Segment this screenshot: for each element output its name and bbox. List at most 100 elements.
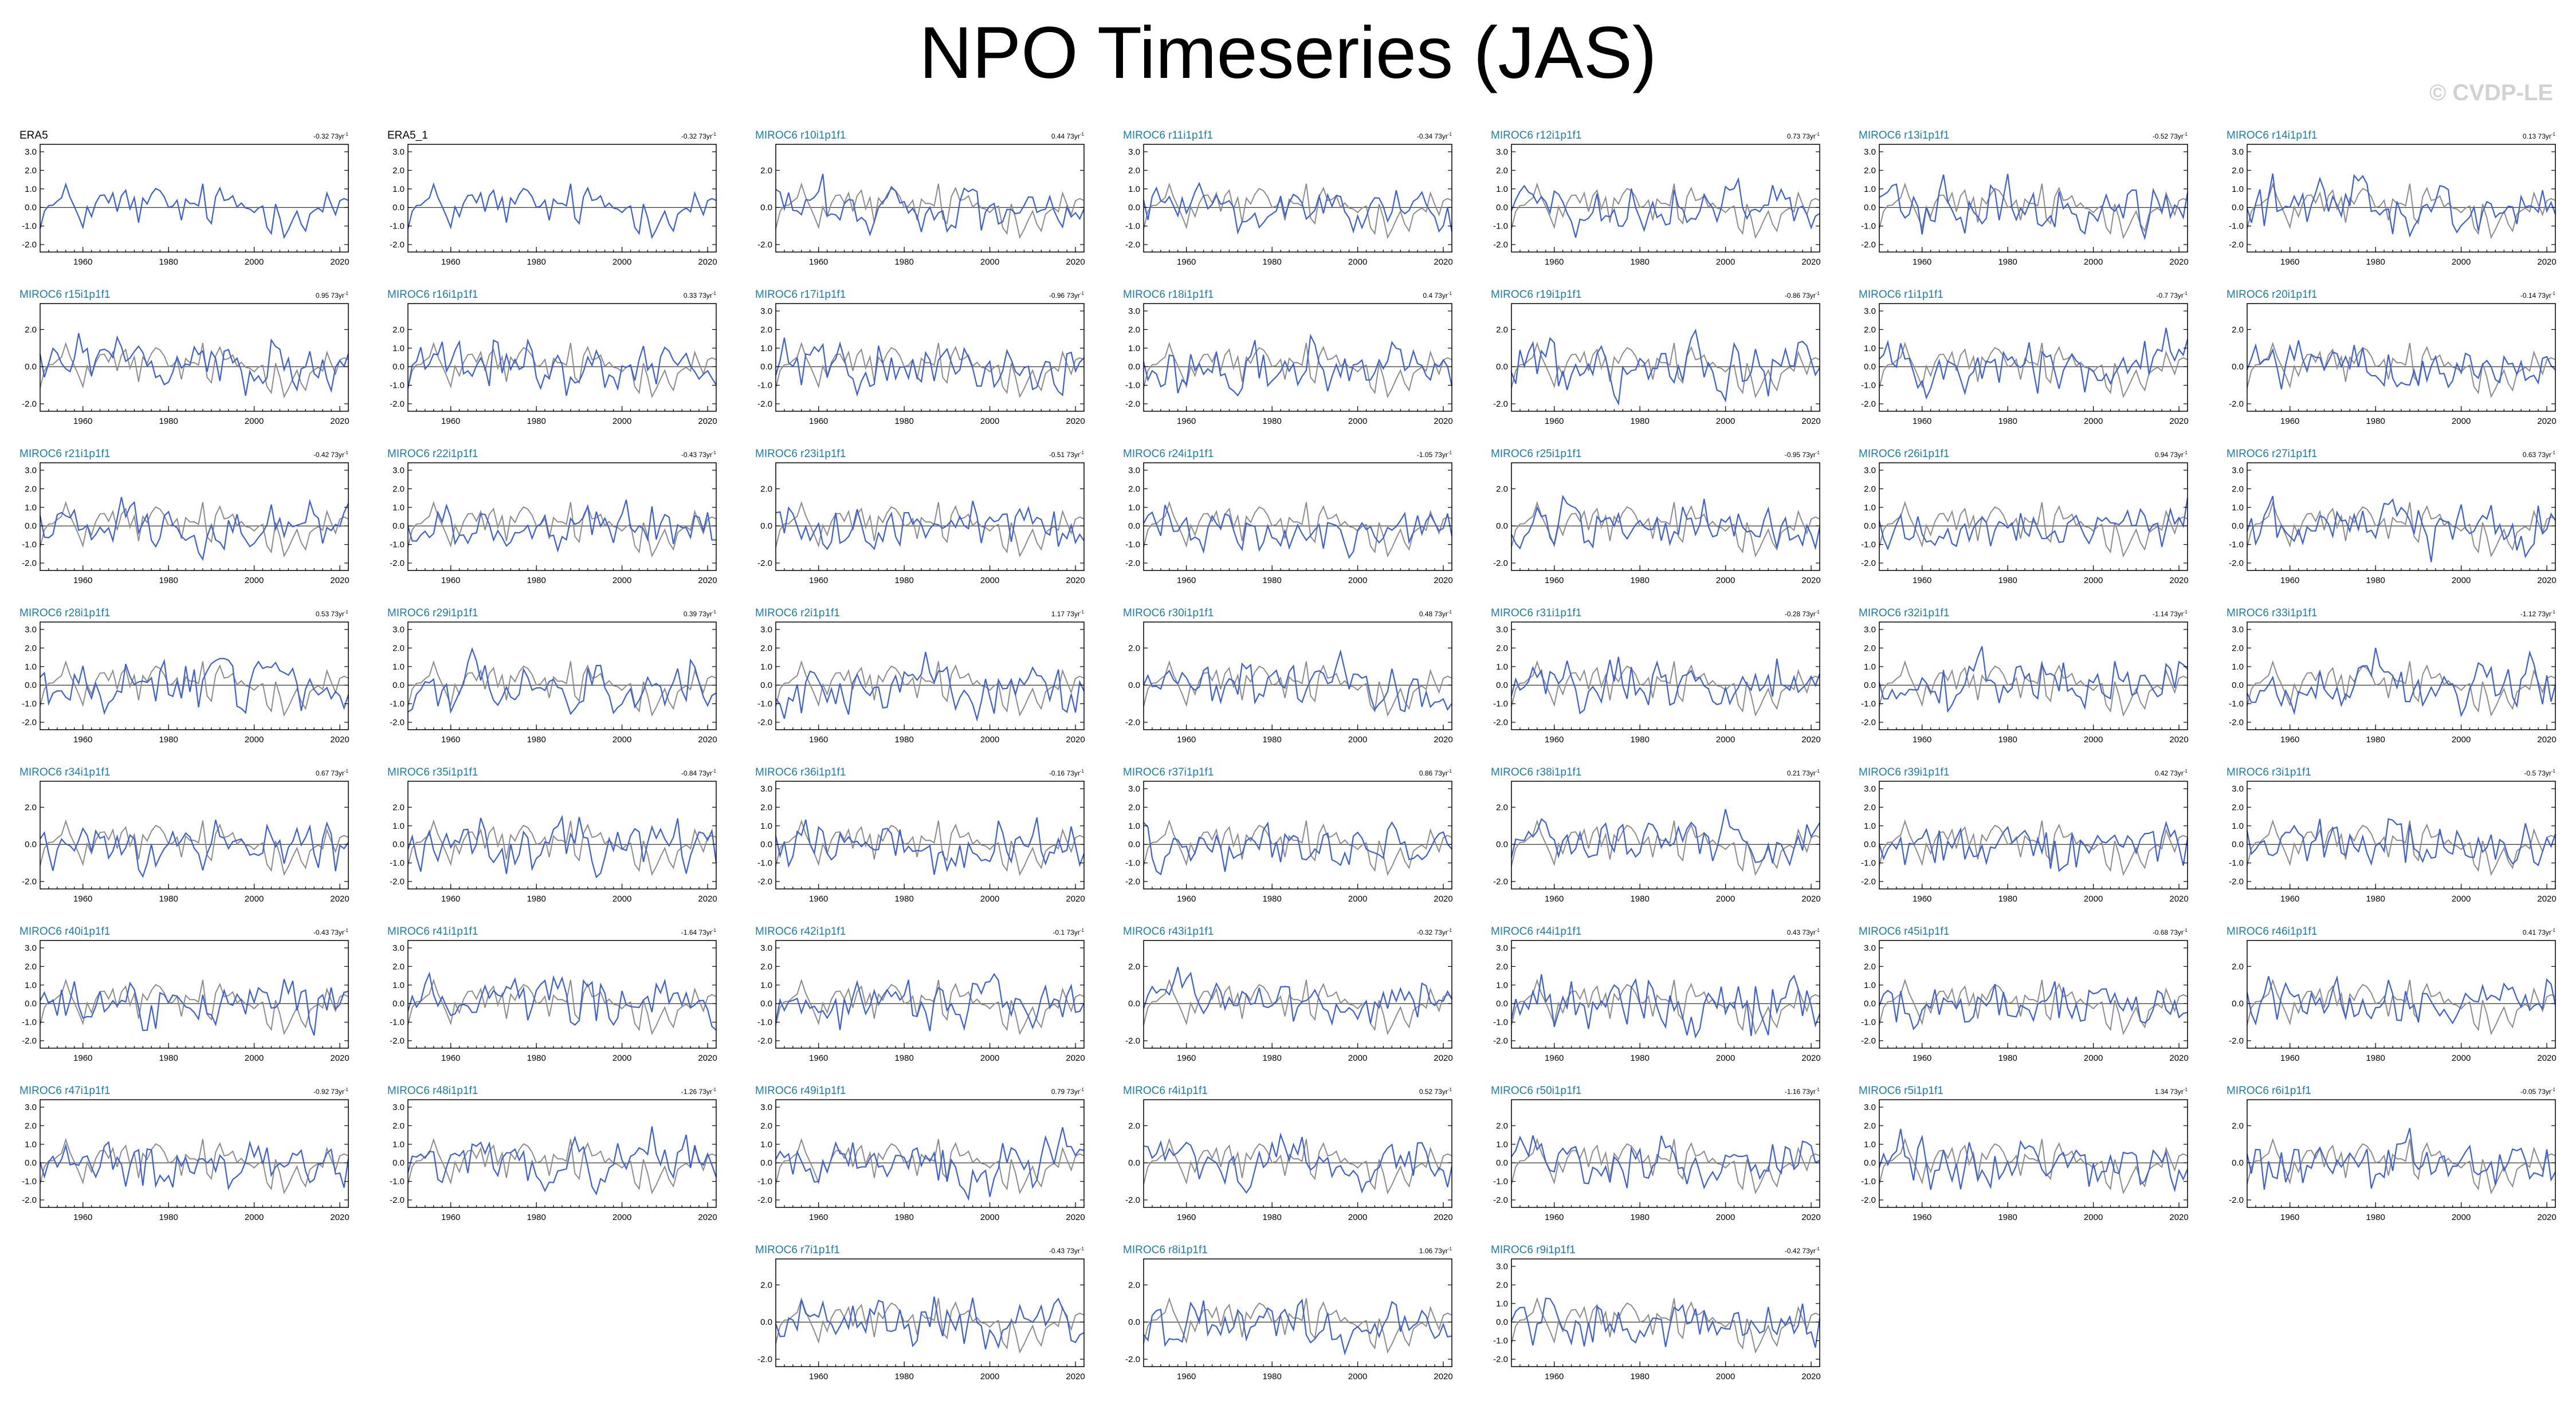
observed-series-line (1511, 501, 1820, 558)
member-series-line (1142, 333, 1453, 397)
y-tick-label: 2.0 (760, 962, 772, 971)
y-tick-label: 3.0 (392, 466, 405, 475)
y-tick-label: 0.0 (2232, 521, 2244, 531)
member-series-line (775, 174, 1085, 237)
plot-frame (1511, 462, 1820, 571)
panel-title: MIROC6 r40i1p1f1 (19, 926, 110, 938)
x-tick-label: 1980 (2366, 416, 2385, 426)
x-tick-label: 1960 (809, 894, 828, 904)
x-tick-label: 2000 (1348, 416, 1367, 426)
x-tick-label: 2000 (612, 1053, 631, 1063)
watermark: © CVDP-LE (2429, 80, 2553, 105)
y-tick-label: 0.0 (1864, 1158, 1876, 1168)
x-tick-label: 2020 (698, 1213, 717, 1222)
x-tick-label: 1980 (527, 416, 545, 426)
y-tick-label: -1.0 (2229, 540, 2244, 550)
y-tick-label: 1.0 (1128, 821, 1140, 831)
x-tick-label: 1960 (441, 894, 460, 904)
y-tick-label: 3.0 (2232, 625, 2244, 635)
x-tick-label: 1960 (2280, 894, 2299, 904)
x-tick-label: 1980 (2366, 894, 2385, 904)
y-tick-label: -2.0 (390, 240, 405, 250)
x-tick-label: 1960 (1177, 735, 1196, 745)
y-tick-label: -2.0 (2229, 1195, 2244, 1205)
x-tick-label: 2000 (1348, 735, 1367, 745)
x-tick-label: 2020 (2537, 576, 2556, 585)
x-tick-label: 1960 (1545, 1053, 1564, 1063)
timeseries-panel: MIROC6 r28i1p1f1 0.53 73yr-1 3.0 2.0 1.0 0.0 -… (19, 607, 350, 745)
x-tick-label: 2000 (245, 735, 264, 745)
y-tick-label: 1.0 (25, 981, 37, 990)
y-tick-label: 0.0 (1128, 1317, 1140, 1327)
y-tick-label: -2.0 (2229, 877, 2244, 887)
timeseries-panel: MIROC6 r24i1p1f1 -1.05 73yr-1 3.0 2.0 1.0 0.0… (1123, 448, 1453, 585)
y-tick-label: 2.0 (1864, 166, 1876, 175)
timeseries-panel: MIROC6 r17i1p1f1 -0.96 73yr-1 3.0 2.0 1.0 0.0… (755, 289, 1085, 426)
trend-label: 0.43 73yr-1 (1787, 928, 1820, 936)
y-tick-label: 2.0 (1496, 325, 1508, 334)
y-tick-label: 3.0 (2232, 784, 2244, 794)
plot-frame (407, 781, 717, 890)
y-tick-label: 0.0 (2232, 203, 2244, 212)
y-tick-label: -2.0 (757, 558, 772, 568)
y-tick-label: -2.0 (22, 240, 37, 250)
y-tick-label: 3.0 (25, 147, 37, 157)
y-tick-label: -2.0 (1493, 718, 1508, 727)
y-tick-label: 2.0 (392, 484, 405, 494)
observed-series-line (407, 978, 717, 1036)
x-tick-label: 1980 (1262, 1372, 1281, 1382)
x-tick-label: 1980 (1998, 416, 2017, 426)
x-tick-label: 1960 (1545, 416, 1564, 426)
x-tick-label: 1980 (527, 257, 545, 267)
member-series-line (40, 979, 349, 1036)
observed-series-line (2247, 501, 2556, 558)
timeseries-panel: MIROC6 r38i1p1f1 0.21 73yr-1 2.0 0.0 -2.0 196… (1491, 766, 1821, 904)
trend-label: 1.06 73yr-1 (1419, 1246, 1452, 1255)
x-tick-label: 2020 (330, 257, 349, 267)
x-tick-label: 2020 (698, 257, 717, 267)
y-tick-label: 2.0 (2232, 325, 2244, 334)
panel-title: MIROC6 r30i1p1f1 (1123, 607, 1214, 619)
timeseries-panel: MIROC6 r14i1p1f1 0.13 73yr-1 3.0 2.0 1.0 0.0 -… (2226, 129, 2557, 267)
y-tick-label: 3.0 (1496, 625, 1508, 635)
x-tick-label: 2000 (2452, 1053, 2471, 1063)
observed-series-line (1143, 978, 1452, 1036)
y-tick-label: 2.0 (1496, 802, 1508, 812)
x-tick-label: 2000 (1716, 257, 1735, 267)
y-tick-label: 1.0 (392, 344, 405, 353)
timeseries-panel: MIROC6 r26i1p1f1 0.94 73yr-1 3.0 2.0 1.0 0.0 -… (1859, 448, 2189, 585)
plot-frame (1511, 144, 1820, 253)
y-tick-label: 2.0 (392, 962, 405, 971)
y-tick-label: -2.0 (22, 399, 37, 409)
timeseries-panel: MIROC6 r39i1p1f1 0.42 73yr-1 3.0 2.0 1.0 0.0 -… (1859, 766, 2189, 904)
observed-series-line (775, 341, 1085, 399)
member-series-line (39, 497, 349, 561)
observed-series-line (2247, 660, 2556, 717)
trend-label: -1.16 73yr-1 (1785, 1087, 1820, 1096)
x-tick-label: 2020 (1801, 257, 1820, 267)
panel-title: MIROC6 r24i1p1f1 (1123, 448, 1214, 460)
trend-label: 0.95 73yr-1 (316, 291, 349, 300)
y-tick-label: -2.0 (1861, 1036, 1876, 1046)
x-tick-label: 2000 (2084, 576, 2103, 585)
x-tick-label: 1980 (1630, 1372, 1649, 1382)
y-tick-label: -2.0 (390, 558, 405, 568)
y-tick-label: 1.0 (1128, 344, 1140, 353)
x-tick-label: 2020 (1066, 1372, 1085, 1382)
y-tick-label: -2.0 (22, 1195, 37, 1205)
observed-series-line (2247, 819, 2556, 876)
x-tick-label: 1960 (809, 1053, 828, 1063)
y-tick-label: -1.0 (1125, 222, 1140, 231)
member-series-line (1510, 328, 1820, 406)
y-tick-label: 3.0 (25, 943, 37, 953)
trend-label: 0.41 73yr-1 (2523, 928, 2556, 936)
trend-label: 0.67 73yr-1 (316, 769, 349, 777)
x-tick-label: 2000 (980, 257, 999, 267)
y-tick-label: 2.0 (1864, 325, 1876, 334)
panel-title: MIROC6 r17i1p1f1 (755, 289, 846, 301)
observed-series-line (40, 501, 349, 558)
x-tick-label: 1960 (1177, 257, 1196, 267)
x-tick-label: 1980 (1262, 576, 1281, 585)
y-tick-label: 1.0 (1864, 981, 1876, 990)
trend-label: 0.21 73yr-1 (1787, 769, 1820, 777)
